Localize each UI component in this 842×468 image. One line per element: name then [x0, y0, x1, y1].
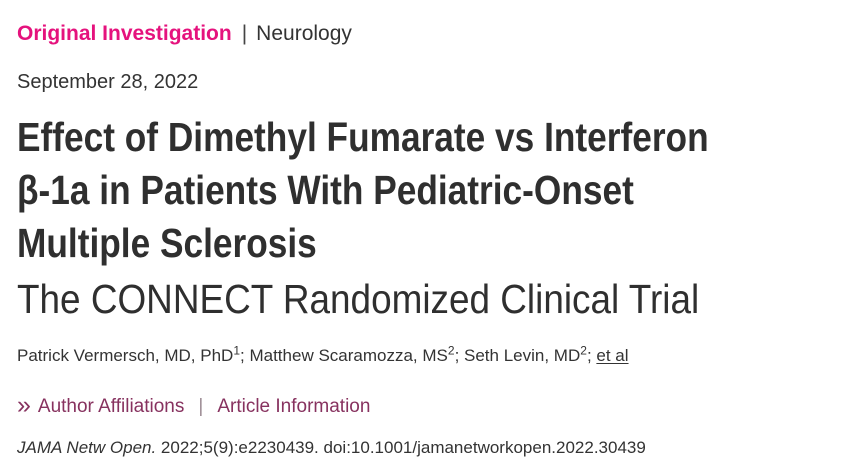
et-al-link[interactable]: et al [596, 346, 629, 365]
publication-date: September 28, 2022 [17, 71, 199, 93]
author-separator: ; [454, 346, 465, 365]
authors-line: Patrick Vermersch, MD, PhD1; Matthew Sca… [17, 344, 825, 367]
title-line-3: Multiple Sclerosis [17, 220, 317, 266]
citation-line: JAMA Netw Open. 2022;5(9):e2230439. doi:… [17, 437, 825, 459]
author-affiliation-sup: 1 [233, 343, 241, 358]
author-affiliations-link[interactable]: Author Affiliations [37, 396, 185, 417]
author-name: Seth Levin, MD [464, 346, 581, 365]
author-affiliation-sup: 2 [580, 343, 587, 358]
article-eyebrow: Original Investigation | Neurology [17, 21, 825, 47]
author-affiliation-sup: 2 [447, 343, 455, 358]
page-title: Effect of Dimethyl Fumarate vs Interfero… [17, 111, 712, 270]
author-name: Matthew Scaramozza, MS [249, 346, 448, 365]
journal-name: JAMA Netw Open. [17, 438, 157, 457]
citation-detail: 2022;5(9):e2230439. doi:10.1001/jamanetw… [156, 438, 646, 457]
title-line-1: Effect of Dimethyl Fumarate vs Interfero… [17, 114, 709, 160]
title-line-2: β-1a in Patients With Pediatric-Onset [17, 167, 634, 213]
category-link[interactable]: Original Investigation [17, 22, 232, 45]
author-separator: ; [586, 346, 597, 365]
topic-link[interactable]: Neurology [256, 22, 352, 45]
article-information-link[interactable]: Article Information [217, 396, 371, 417]
eyebrow-separator: | [241, 22, 248, 45]
double-chevron-right-icon: » [17, 391, 31, 419]
article-links-row: » Author Affiliations | Article Informat… [17, 392, 825, 419]
page-subtitle: The CONNECT Randomized Clinical Trial [17, 276, 700, 322]
links-separator: | [198, 396, 204, 417]
author-separator: ; [240, 346, 250, 365]
author-name: Patrick Vermersch, MD, PhD [17, 346, 234, 365]
